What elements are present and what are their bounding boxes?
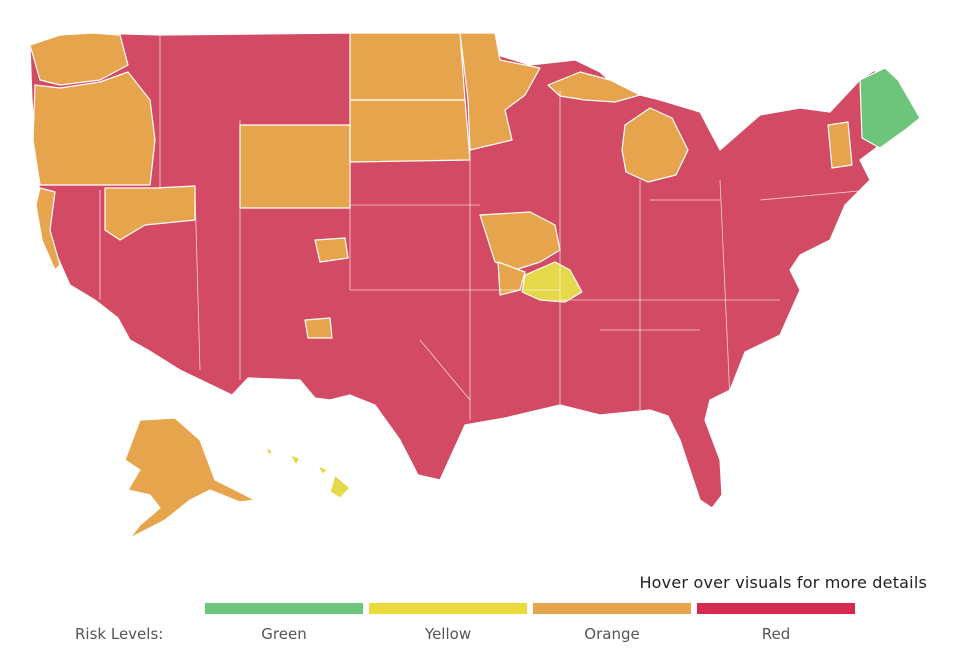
legend-item-yellow: Yellow (369, 603, 527, 643)
region-hawaii[interactable] (264, 447, 351, 499)
region-new-mexico-spot[interactable] (304, 317, 333, 339)
legend-title: Risk Levels: (75, 625, 164, 643)
legend-swatch-orange (533, 603, 691, 614)
region-vermont[interactable] (827, 121, 853, 169)
region-alaska[interactable] (124, 417, 256, 539)
region-iowa-region[interactable] (479, 211, 561, 271)
us-risk-map[interactable] (0, 0, 977, 560)
region-michigan[interactable] (621, 107, 689, 183)
region-colorado-spot[interactable] (314, 237, 349, 263)
legend-swatch-yellow (369, 603, 527, 614)
region-maine[interactable] (859, 67, 921, 149)
legend-label-orange: Orange (584, 625, 640, 643)
region-minnesota[interactable] (459, 32, 541, 151)
legend-swatch-green (205, 603, 363, 614)
region-south-dakota[interactable] (349, 99, 471, 163)
region-north-dakota[interactable] (349, 32, 466, 101)
region-missouri-southeast[interactable] (521, 261, 583, 303)
legend-label-green: Green (261, 625, 307, 643)
boundary-line (419, 339, 471, 401)
legend-label-red: Red (761, 625, 791, 643)
legend-item-red: Red (697, 603, 855, 643)
legend-item-green: Green (205, 603, 363, 643)
region-oregon[interactable] (32, 71, 156, 186)
legend-label-yellow: Yellow (424, 625, 472, 643)
region-nevada-north[interactable] (104, 185, 196, 241)
boundary-line (194, 189, 201, 371)
boundary-line (719, 179, 731, 401)
legend-item-orange: Orange (533, 603, 691, 643)
region-michigan-upper[interactable] (547, 71, 641, 103)
region-wyoming[interactable] (239, 124, 351, 209)
legend-swatch-red (697, 603, 855, 614)
region-california-coast[interactable] (35, 187, 61, 271)
region-washington[interactable] (29, 32, 129, 86)
map-svg[interactable] (0, 0, 977, 560)
boundary-line (759, 189, 871, 201)
hover-hint: Hover over visuals for more details (639, 573, 927, 592)
